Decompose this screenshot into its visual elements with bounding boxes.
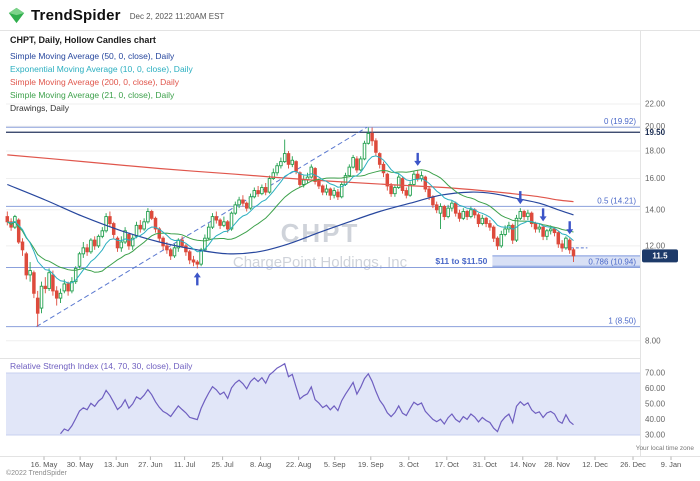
- fib-labels: 0 (19.92) 0.5 (14.21) 0.786 (10.94) 1 (8.50…: [435, 117, 636, 325]
- price-axis-labels: 22.00 20.00 18.00 16.00 14.00 12.00 8.00 19.50: [645, 100, 666, 346]
- svg-text:19.50: 19.50: [645, 128, 666, 137]
- svg-text:0.786 (10.94): 0.786 (10.94): [588, 258, 636, 267]
- rsi-band: [6, 372, 640, 436]
- svg-text:11. Jul: 11. Jul: [174, 460, 196, 469]
- sma200-line: [7, 154, 574, 203]
- trendspider-logo-icon: [8, 7, 25, 23]
- svg-text:16. May: 16. May: [31, 460, 58, 469]
- legend-rsi[interactable]: Relative Strength Index (14, 70, 30, clo…: [10, 361, 193, 371]
- last-price-badge: 11.5: [642, 249, 678, 263]
- timezone-note: Your local time zone: [635, 445, 694, 452]
- svg-text:8. Aug: 8. Aug: [250, 460, 271, 469]
- svg-text:ChargePoint Holdings, Inc: ChargePoint Holdings, Inc: [233, 254, 408, 271]
- legend-ema10[interactable]: Exponential Moving Average (10, 0, close…: [10, 64, 193, 74]
- trendline: [36, 126, 588, 328]
- svg-text:30.00: 30.00: [645, 431, 666, 440]
- svg-text:27. Jun: 27. Jun: [138, 460, 163, 469]
- svg-text:50.00: 50.00: [645, 400, 666, 409]
- brand-bold: Trend: [31, 6, 73, 24]
- chart-title: CHPT, Daily, Hollow Candles chart: [10, 35, 156, 45]
- svg-text:70.00: 70.00: [645, 369, 666, 378]
- sma21-line: [7, 169, 574, 273]
- svg-text:14. Nov: 14. Nov: [510, 460, 536, 469]
- svg-text:30. May: 30. May: [67, 460, 94, 469]
- svg-text:18.00: 18.00: [645, 146, 666, 155]
- fib-lines: [6, 126, 640, 328]
- svg-text:11.5: 11.5: [652, 252, 668, 261]
- signal-markers: [193, 152, 574, 286]
- svg-text:13. Jun: 13. Jun: [104, 460, 129, 469]
- svg-text:3. Oct: 3. Oct: [399, 460, 420, 469]
- top-bar: TrendSpider Dec 2, 2022 11:20AM EST: [0, 0, 700, 30]
- svg-text:16.00: 16.00: [645, 174, 666, 183]
- support-zone: [492, 255, 640, 267]
- svg-text:28. Nov: 28. Nov: [544, 460, 570, 469]
- svg-text:12. Dec: 12. Dec: [582, 460, 608, 469]
- svg-text:5. Sep: 5. Sep: [324, 460, 346, 469]
- time-axis: 16. May 30. May 13. Jun 27. Jun 11. Jul 25. J…: [31, 456, 681, 469]
- svg-text:26. Dec: 26. Dec: [620, 460, 646, 469]
- svg-text:19. Sep: 19. Sep: [358, 460, 384, 469]
- svg-text:20.00: 20.00: [645, 122, 666, 131]
- svg-text:22. Aug: 22. Aug: [286, 460, 311, 469]
- svg-text:0 (19.92): 0 (19.92): [604, 117, 636, 126]
- svg-text:22.00: 22.00: [645, 100, 666, 109]
- brand-wordmark[interactable]: TrendSpider: [31, 7, 121, 24]
- indicator-legend: Simple Moving Average (50, 0, close), Da…: [10, 50, 193, 115]
- svg-text:25. Jul: 25. Jul: [212, 460, 234, 469]
- legend-sma21[interactable]: Simple Moving Average (21, 0, close), Da…: [10, 90, 175, 100]
- copyright-note: ©2022 TrendSpider: [6, 470, 67, 477]
- rsi-line: [60, 362, 574, 435]
- svg-text:8.00: 8.00: [645, 336, 661, 345]
- svg-text:40.00: 40.00: [645, 415, 666, 424]
- svg-text:17. Oct: 17. Oct: [435, 460, 460, 469]
- legend-sma200[interactable]: Simple Moving Average (200, 0, close), D…: [10, 77, 179, 87]
- sma50-line: [7, 183, 574, 255]
- price-gridlines: [6, 103, 640, 342]
- svg-text:0.5 (14.21): 0.5 (14.21): [597, 196, 636, 205]
- brand-light: Spider: [72, 6, 121, 24]
- legend-sma50[interactable]: Simple Moving Average (50, 0, close), Da…: [10, 51, 175, 61]
- svg-text:$11 to $11.50: $11 to $11.50: [435, 256, 487, 266]
- rsi-axis-labels: 70.00 60.00 50.00 40.00 30.00: [645, 369, 666, 440]
- svg-text:12.00: 12.00: [645, 241, 666, 250]
- svg-text:31. Oct: 31. Oct: [473, 460, 498, 469]
- ema10-line: [7, 155, 574, 284]
- legend-drawings[interactable]: Drawings, Daily: [10, 103, 70, 113]
- svg-text:1 (8.50): 1 (8.50): [608, 317, 636, 326]
- chart-timestamp: Dec 2, 2022 11:20AM EST: [129, 12, 225, 21]
- svg-text:60.00: 60.00: [645, 384, 666, 393]
- svg-text:9. Jan: 9. Jan: [661, 460, 681, 469]
- svg-text:14.00: 14.00: [645, 205, 666, 214]
